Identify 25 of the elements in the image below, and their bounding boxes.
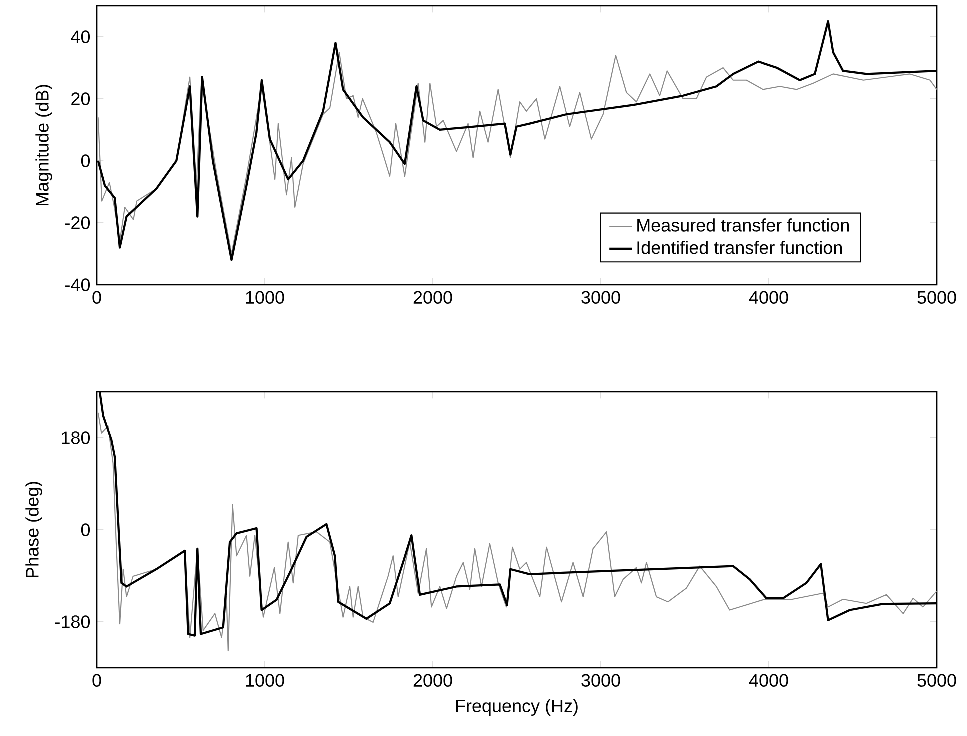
y-axis-title: Magnitude (dB) xyxy=(36,85,52,206)
x-tick-label: 3000 xyxy=(582,674,620,687)
x-tick-label: 1000 xyxy=(246,291,284,304)
x-tick-label: 2000 xyxy=(414,291,452,304)
x-tick-label: 0 xyxy=(92,674,102,687)
x-tick-label: 5000 xyxy=(918,674,956,687)
x-tick-label: 2000 xyxy=(414,674,452,687)
y-tick-label: 180 xyxy=(62,432,90,444)
y-tick-label: 0 xyxy=(81,524,90,536)
x-axis-title: Frequency (Hz) xyxy=(456,699,578,716)
x-tick-label: 4000 xyxy=(749,291,788,304)
y-tick-label: 0 xyxy=(81,154,90,168)
x-tick-label: 4000 xyxy=(749,674,788,687)
legend-label: Identified transfer function xyxy=(638,241,842,254)
y-axis-title: Phase (deg) xyxy=(26,482,42,578)
y-tick-label: -180 xyxy=(56,616,90,628)
x-tick-label: 0 xyxy=(92,291,102,304)
x-tick-label: 3000 xyxy=(582,291,620,304)
y-tick-label: -20 xyxy=(66,216,90,230)
y-tick-label: 20 xyxy=(72,92,90,106)
x-tick-label: 5000 xyxy=(918,291,956,304)
y-tick-label: -40 xyxy=(66,278,90,292)
legend-label: Measured transfer function xyxy=(638,218,850,232)
y-tick-label: 40 xyxy=(71,30,90,44)
x-tick-label: 1000 xyxy=(246,674,284,687)
